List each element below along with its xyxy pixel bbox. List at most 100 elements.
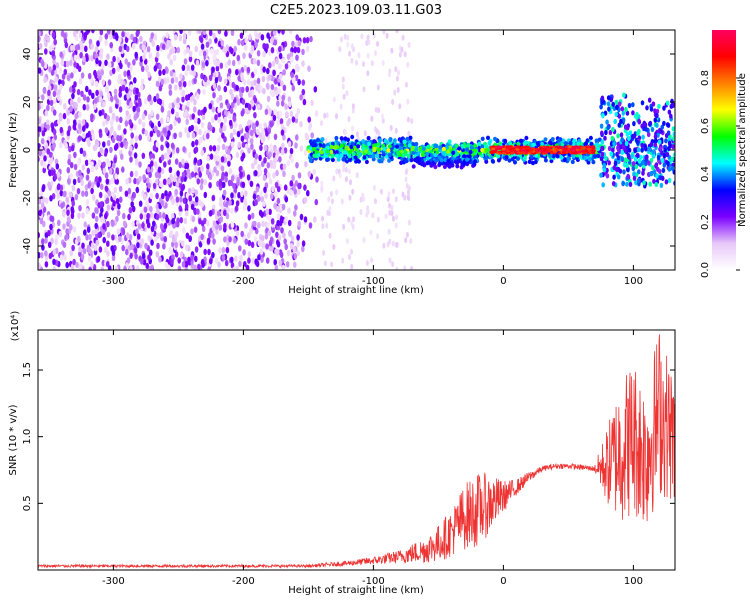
heatmap-cell (233, 45, 237, 53)
heatmap-cell (127, 213, 131, 221)
heatmap-cell (198, 218, 202, 225)
heatmap-cell (620, 137, 624, 143)
heatmap-cell (150, 110, 154, 117)
heatmap-cell (66, 167, 71, 174)
heatmap-cell (301, 79, 306, 86)
heatmap-cell (546, 146, 551, 149)
heatmap-cell (56, 192, 61, 200)
heatmap-cell (214, 257, 219, 264)
heatmap-cell (62, 211, 66, 218)
heatmap-cell (584, 149, 589, 152)
heatmap-cell (626, 173, 630, 179)
heatmap-cell (657, 103, 661, 109)
heatmap-cell (433, 164, 438, 170)
heatmap-cell (263, 144, 268, 152)
heatmap-cell (618, 168, 623, 174)
heatmap-cell (107, 190, 112, 197)
heatmap-cell (186, 47, 190, 54)
heatmap-cell (473, 154, 478, 159)
heatmap-cell (260, 196, 265, 203)
heatmap-cell (276, 185, 281, 193)
heatmap-cell (613, 160, 618, 166)
heatmap-cell (160, 154, 165, 161)
heatmap-cell (129, 145, 133, 152)
heatmap-cell (627, 154, 631, 160)
heatmap-cell (155, 178, 159, 185)
heatmap-cell (514, 152, 519, 155)
heatmap-cell (193, 226, 198, 233)
heatmap-cell (157, 76, 162, 83)
heatmap-cell (224, 201, 229, 208)
heatmap-cell (202, 50, 207, 57)
heatmap-cell (581, 146, 586, 149)
heatmap-cell (140, 238, 144, 245)
heatmap-cell (125, 178, 129, 185)
heatmap-cell (587, 157, 592, 162)
heatmap-cell (235, 69, 239, 76)
heatmap-cell (359, 196, 363, 203)
heatmap-cell (467, 154, 472, 159)
heatmap-cell (86, 96, 90, 103)
heatmap-cell (118, 185, 123, 193)
heatmap-cell (654, 163, 658, 169)
heatmap-cell (278, 63, 282, 70)
heatmap-cell (226, 206, 230, 214)
heatmap-cell (313, 216, 317, 223)
heatmap-cell (403, 265, 407, 270)
heatmap-cell (236, 130, 241, 138)
heatmap-cell (636, 140, 640, 146)
heatmap-cell (404, 237, 408, 244)
heatmap-cell (38, 35, 41, 43)
heatmap-cell (407, 42, 411, 48)
heatmap-cell (621, 110, 626, 116)
heatmap-cell (660, 124, 664, 130)
heatmap-cell (251, 122, 256, 129)
heatmap-cell (644, 155, 648, 161)
heatmap-cell (184, 261, 189, 268)
heatmap-cell (54, 76, 58, 83)
heatmap-cell (193, 98, 197, 106)
heatmap-cell (168, 89, 173, 96)
heatmap-cell (115, 167, 119, 174)
heatmap-cell (76, 160, 81, 167)
y-tick-label: 0.5 (22, 495, 33, 511)
heatmap-cell (351, 103, 355, 110)
heatmap-cell (342, 93, 346, 100)
y-tick-label: 0 (22, 147, 33, 153)
heatmap-cell (549, 151, 554, 155)
heatmap-cell (121, 166, 125, 173)
heatmap-cell (217, 84, 221, 92)
x-tick-label: 100 (624, 576, 643, 587)
heatmap-cell (250, 45, 255, 52)
heatmap-cell (386, 241, 390, 248)
heatmap-cell (299, 145, 304, 152)
heatmap-cell (190, 124, 194, 132)
y-tick-label: 1.0 (22, 429, 33, 445)
heatmap-cell (324, 138, 328, 145)
heatmap-cell (259, 190, 263, 197)
heatmap-cell (322, 249, 326, 256)
heatmap-cell (524, 135, 529, 141)
heatmap-cell (261, 135, 266, 142)
heatmap-cell (114, 32, 119, 39)
heatmap-cell (124, 86, 129, 94)
heatmap-cell (654, 138, 658, 144)
heatmap-cell (193, 106, 197, 113)
heatmap-cell (614, 99, 619, 105)
heatmap-cell (186, 100, 190, 108)
heatmap-cell (564, 141, 568, 146)
heatmap-cell (88, 266, 92, 270)
heatmap-cell (78, 32, 83, 39)
heatmap-cell (70, 44, 74, 52)
heatmap-cell (239, 171, 243, 178)
heatmap-cell (425, 156, 430, 161)
heatmap-cell (604, 129, 608, 136)
heatmap-cell (152, 220, 156, 227)
heatmap-cell (438, 145, 443, 150)
heatmap-cell (244, 143, 249, 150)
heatmap-cell (212, 82, 217, 90)
heatmap-cell (173, 119, 177, 127)
heatmap-cell (179, 190, 184, 197)
heatmap-cell (371, 212, 375, 219)
heatmap-cell (111, 67, 116, 75)
